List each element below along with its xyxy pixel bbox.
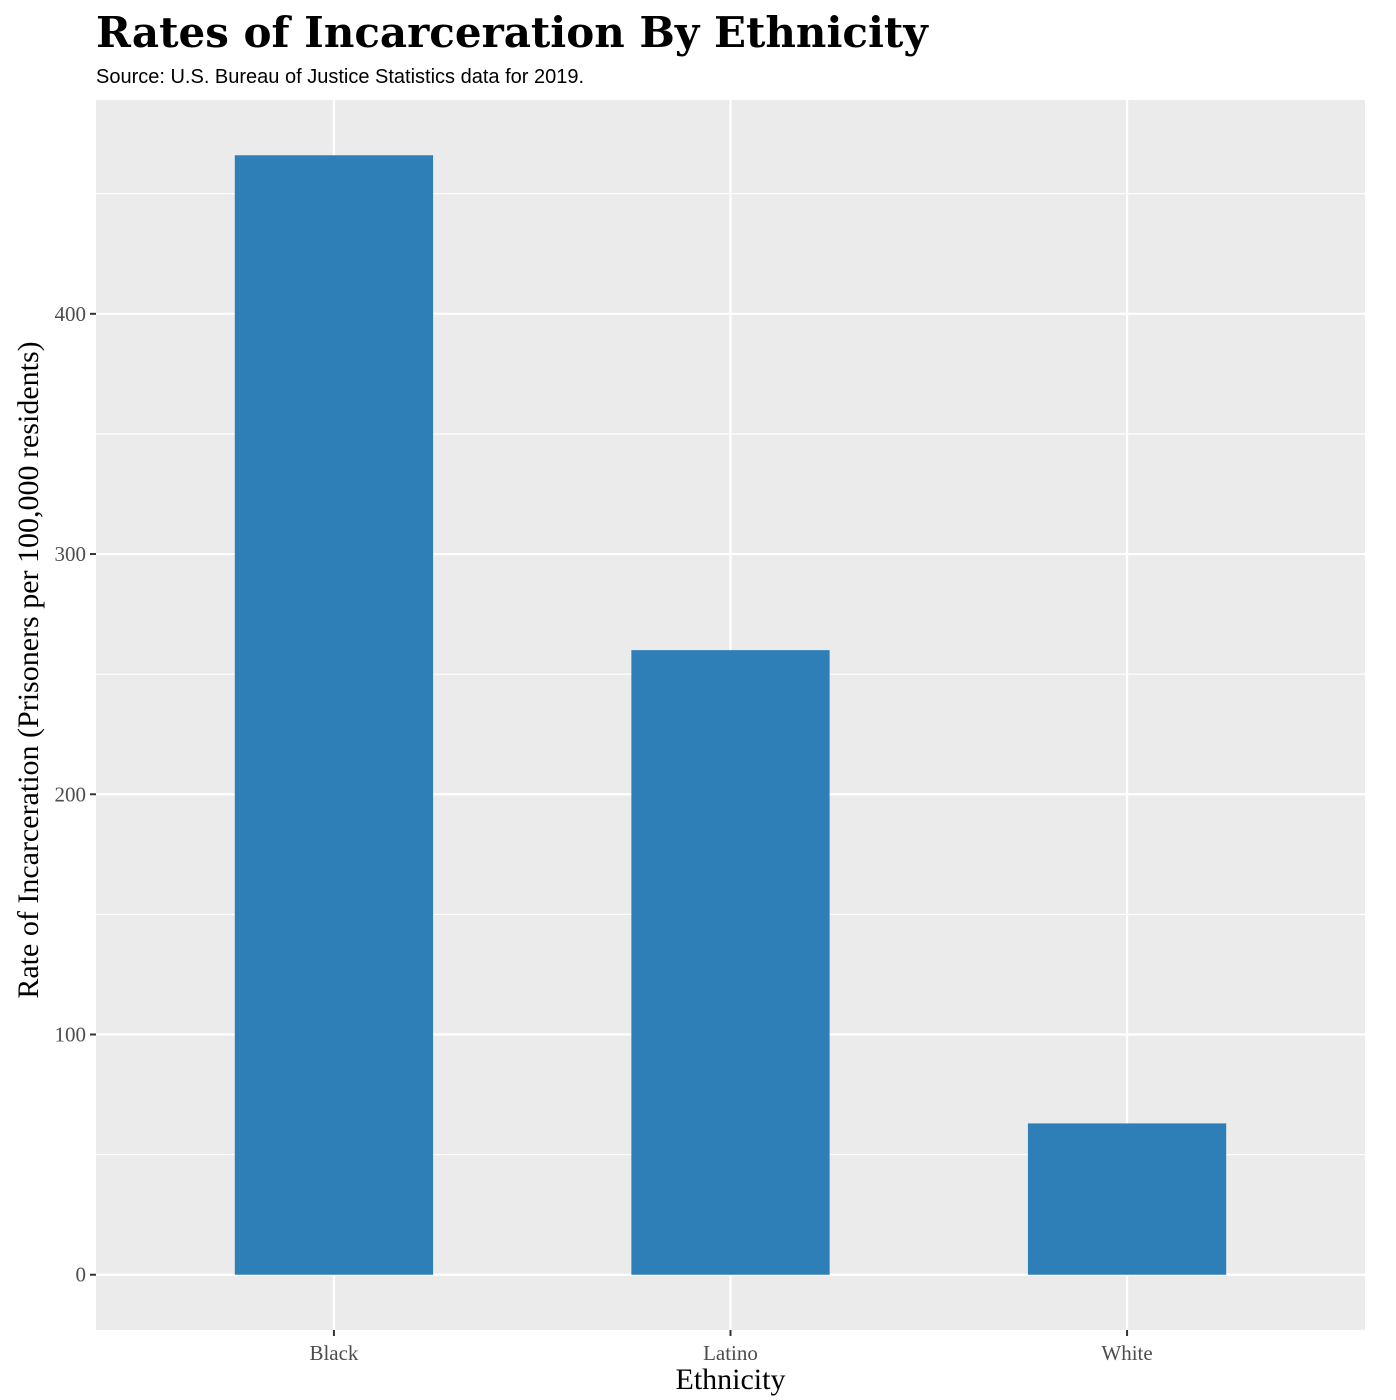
y-tick-label: 400: [55, 302, 87, 326]
x-axis: Black Latino White: [309, 1330, 1153, 1365]
y-tick-label: 300: [55, 542, 87, 566]
x-axis-title: Ethnicity: [676, 1363, 786, 1396]
chart-title: Rates of Incarceration By Ethnicity: [96, 8, 928, 57]
y-tick-label: 0: [76, 1263, 87, 1287]
chart-subtitle: Source: U.S. Bureau of Justice Statistic…: [96, 66, 585, 88]
bar-black: [234, 155, 434, 1275]
x-tick-label: Black: [309, 1341, 358, 1365]
y-axis: 0 100 200 300 400: [55, 302, 96, 1287]
x-tick-label: Latino: [703, 1341, 758, 1365]
y-axis-title: Rate of Incarceration (Prisoners per 100…: [12, 341, 45, 998]
bars: [234, 155, 1227, 1275]
bar-latino: [631, 650, 830, 1275]
x-tick-label: White: [1101, 1341, 1152, 1365]
y-tick-label: 100: [55, 1023, 87, 1047]
y-tick-label: 200: [55, 782, 87, 806]
bar-white: [1027, 1123, 1227, 1275]
